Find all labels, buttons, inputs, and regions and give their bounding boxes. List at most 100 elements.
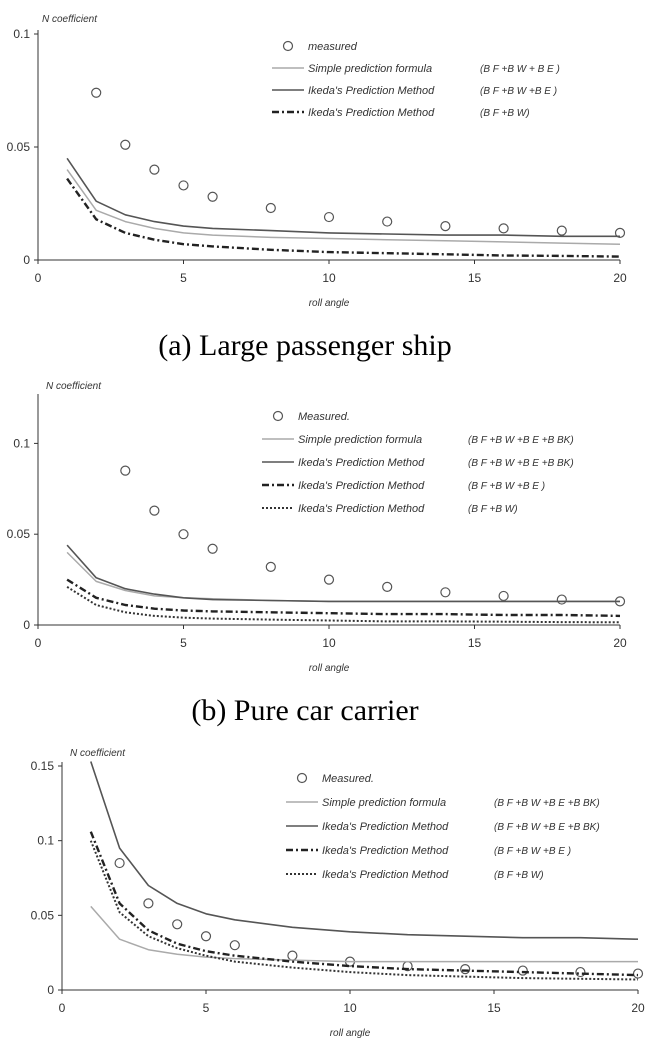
legend-label: Ikeda's Prediction Method xyxy=(298,457,425,469)
y-tick-label: 0.05 xyxy=(7,527,31,541)
legend-formula: (B F +B W +B E +B BK) xyxy=(494,798,600,809)
x-tick-label: 10 xyxy=(322,636,336,650)
x-tick-label: 10 xyxy=(322,271,336,285)
measured-point xyxy=(265,561,276,572)
legend-label: Simple prediction formula xyxy=(308,63,432,75)
legend-formula: (B F +B W) xyxy=(494,870,544,881)
x-tick-label: 5 xyxy=(180,271,187,285)
legend-label: Measured. xyxy=(298,411,350,423)
legend-label: Simple prediction formula xyxy=(298,434,422,446)
series-line-5 xyxy=(89,840,639,981)
measured-point xyxy=(323,574,335,585)
y-axis-label: N coefficient xyxy=(46,381,102,392)
legend-formula: (B F +B W) xyxy=(468,504,518,515)
legend-formula: (B F +B W +B E ) xyxy=(494,846,571,857)
measured-point xyxy=(556,594,567,605)
y-tick-label: 0 xyxy=(23,253,30,267)
measured-point xyxy=(149,164,160,175)
measured-point xyxy=(323,211,335,223)
legend-label: Ikeda's Prediction Method xyxy=(298,503,425,515)
legend-marker xyxy=(272,410,284,422)
figure-caption: (a) Large passenger ship xyxy=(158,329,452,362)
legend-formula: (B F +B W +B E ) xyxy=(480,86,557,97)
y-tick-label: 0.05 xyxy=(31,908,55,922)
y-tick-label: 0.1 xyxy=(13,27,30,41)
y-axis-label: N coefficient xyxy=(70,748,126,759)
y-tick-label: 0 xyxy=(47,983,54,997)
x-tick-label: 20 xyxy=(613,271,627,285)
x-tick-label: 20 xyxy=(613,636,627,650)
measured-point xyxy=(265,202,276,214)
measured-point xyxy=(229,940,240,951)
measured-point xyxy=(178,180,189,191)
x-tick-label: 20 xyxy=(631,1001,645,1015)
series-line-4 xyxy=(66,177,621,258)
measured-point xyxy=(120,139,131,150)
legend-formula: (B F +B W + B E ) xyxy=(480,64,560,75)
measured-point xyxy=(517,965,528,976)
measured-point xyxy=(120,465,131,476)
measured-point xyxy=(382,581,393,592)
measured-point xyxy=(207,543,218,554)
x-tick-label: 0 xyxy=(35,271,42,285)
legend-label: measured xyxy=(308,41,358,53)
legend-formula: (B F +B W) xyxy=(480,108,530,119)
y-tick-label: 0.15 xyxy=(31,759,55,773)
series-line-3 xyxy=(90,761,639,940)
legend-label: Ikeda's Prediction Method xyxy=(308,85,435,97)
chart-2: 0 0.05 0.1 0 5 10 15 20 N coefficient roll angle M… xyxy=(7,381,627,727)
chart-1: 0 0.05 0.1 0 5 10 15 20 N coefficient roll angle m… xyxy=(7,14,627,362)
measured-point xyxy=(498,223,509,234)
series-line-2 xyxy=(66,169,621,245)
measured-point xyxy=(200,931,212,942)
measured-point xyxy=(498,590,509,602)
measured-point xyxy=(440,221,451,232)
x-axis-label: roll angle xyxy=(309,663,350,674)
measured-point xyxy=(460,963,471,975)
x-tick-label: 5 xyxy=(203,1001,210,1015)
measured-point xyxy=(287,950,298,961)
legend-label: Ikeda's Prediction Method xyxy=(322,821,449,833)
legend-marker xyxy=(296,772,308,784)
y-axis-label: N coefficient xyxy=(42,14,98,25)
legend-formula: (B F +B W +B E ) xyxy=(468,481,545,492)
measured-point xyxy=(575,966,586,978)
y-tick-label: 0 xyxy=(23,618,30,632)
series-line-3 xyxy=(66,544,620,603)
x-tick-label: 0 xyxy=(35,636,42,650)
measured-point xyxy=(172,919,183,930)
y-tick-label: 0.1 xyxy=(37,834,54,848)
legend-label: Ikeda's Prediction Method xyxy=(308,107,435,119)
x-tick-label: 0 xyxy=(59,1001,66,1015)
series-line-4 xyxy=(66,578,621,618)
measured-point xyxy=(114,857,125,869)
measured-point xyxy=(440,587,451,598)
legend-marker xyxy=(282,40,294,52)
x-axis-label: roll angle xyxy=(330,1028,371,1039)
measured-point xyxy=(632,968,644,979)
legend-label: Ikeda's Prediction Method xyxy=(322,869,449,881)
measured-point xyxy=(149,505,160,516)
series-line-4 xyxy=(89,831,639,977)
x-axis-label: roll angle xyxy=(309,298,350,309)
measured-point xyxy=(178,529,189,540)
legend-label: Measured. xyxy=(322,773,374,785)
legend-label: Ikeda's Prediction Method xyxy=(322,845,449,857)
x-tick-label: 10 xyxy=(343,1001,357,1015)
measured-point xyxy=(143,898,154,909)
measured-point xyxy=(382,216,393,227)
legend-formula: (B F +B W +B E +B BK) xyxy=(494,822,600,833)
figure-caption: (b) Pure car carrier xyxy=(191,694,418,727)
x-tick-label: 15 xyxy=(468,636,482,650)
measured-point xyxy=(91,87,102,98)
x-tick-label: 15 xyxy=(468,271,482,285)
x-tick-label: 5 xyxy=(180,636,187,650)
chart-3: 0 0.05 0.1 0.15 0 5 10 15 20 N coefficient roll an… xyxy=(31,748,645,1039)
legend-label: Simple prediction formula xyxy=(322,797,446,809)
y-tick-label: 0.1 xyxy=(13,436,30,450)
y-tick-label: 0.05 xyxy=(7,140,31,154)
measured-point xyxy=(614,227,626,238)
series-line-2 xyxy=(90,905,638,963)
x-tick-label: 15 xyxy=(487,1001,501,1015)
